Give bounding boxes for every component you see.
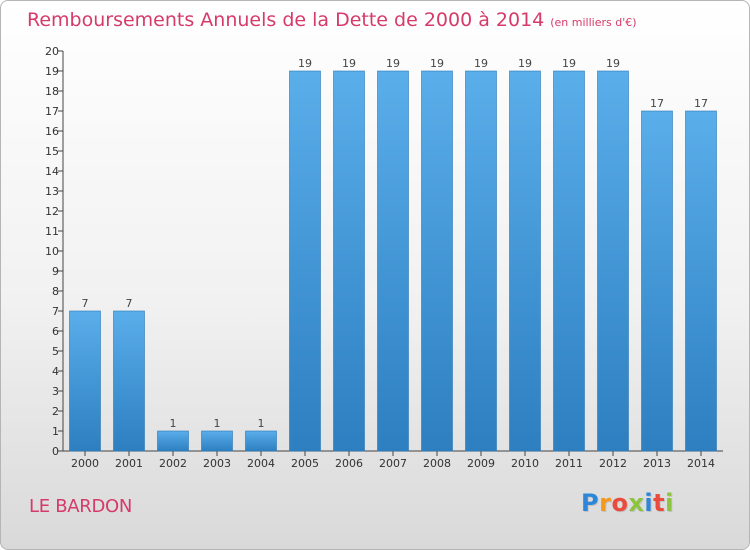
bar-2007 (377, 70, 409, 452)
data-labels: 7 7 1 1 1 19 19 19 19 19 19 19 19 17 17 (82, 57, 709, 430)
x-tick-label-2006: 2006 (335, 457, 363, 470)
data-label-2010: 19 (518, 57, 532, 70)
bar-2000 (69, 310, 101, 452)
y-tick-label: 9 (52, 265, 59, 278)
y-tick-label: 16 (45, 125, 59, 138)
y-tick-label: 4 (52, 365, 59, 378)
data-label-2009: 19 (474, 57, 488, 70)
y-tick-label: 18 (45, 85, 59, 98)
data-label-2006: 19 (342, 57, 356, 70)
x-tick-label-2012: 2012 (599, 457, 627, 470)
x-tick-label-2004: 2004 (247, 457, 275, 470)
data-label-2003: 1 (214, 417, 221, 430)
y-tick-label: 17 (45, 105, 59, 118)
logo-letter: r (599, 489, 612, 517)
y-tick-label: 13 (45, 185, 59, 198)
data-label-2011: 19 (562, 57, 576, 70)
y-tick-label: 1 (52, 425, 59, 438)
x-tick-label-2000: 2000 (71, 457, 99, 470)
x-tick-label-2009: 2009 (467, 457, 495, 470)
y-tick-label: 11 (45, 225, 59, 238)
data-label-2002: 1 (170, 417, 177, 430)
y-tick-label: 20 (45, 45, 59, 58)
chart-title: Remboursements Annuels de la Dette de 20… (27, 9, 637, 31)
logo-letter: i (644, 489, 654, 517)
bar-2005 (289, 70, 321, 452)
bar-2008 (421, 70, 453, 452)
data-label-2007: 19 (386, 57, 400, 70)
data-label-2012: 19 (606, 57, 620, 70)
data-label-2005: 19 (298, 57, 312, 70)
x-tick-label-2002: 2002 (159, 457, 187, 470)
bar-2002 (157, 430, 189, 452)
x-tick-label-2003: 2003 (203, 457, 231, 470)
bar-2004 (245, 430, 277, 452)
bar-2011 (553, 70, 585, 452)
data-label-2004: 1 (258, 417, 265, 430)
x-tick-label-2010: 2010 (511, 457, 539, 470)
data-label-2008: 19 (430, 57, 444, 70)
y-tick-label: 14 (45, 165, 59, 178)
proxiti-logo: Proxiti (581, 489, 674, 517)
chart-title-text: Remboursements Annuels de la Dette de 20… (27, 9, 545, 31)
bar-2006 (333, 70, 365, 452)
bar-2013 (641, 110, 673, 452)
x-tick-label-2011: 2011 (555, 457, 583, 470)
y-tick-label: 10 (45, 245, 59, 258)
bar-2009 (465, 70, 497, 452)
y-tick-label: 6 (52, 325, 59, 338)
x-axis: 2000 2001 2002 2003 2004 2005 2006 2007 2008 2009… (63, 450, 723, 470)
y-tick-label: 8 (52, 285, 59, 298)
x-tick-label-2013: 2013 (643, 457, 671, 470)
y-tick-label: 15 (45, 145, 59, 158)
y-tick-label: 0 (52, 445, 59, 458)
bar-2003 (201, 430, 233, 452)
bar-2012 (597, 70, 629, 452)
x-tick-label-2001: 2001 (115, 457, 143, 470)
y-tick-label: 7 (52, 305, 59, 318)
logo-letter: o (611, 489, 629, 517)
y-tick-label: 12 (45, 205, 59, 218)
y-tick-label: 5 (52, 345, 59, 358)
data-label-2001: 7 (126, 297, 133, 310)
bar-2001 (113, 310, 145, 452)
data-label-2013: 17 (650, 97, 664, 110)
x-tick-label-2005: 2005 (291, 457, 319, 470)
logo-letter: i (665, 489, 674, 517)
bars (69, 70, 717, 452)
chart-subtitle: (en milliers d'€) (550, 16, 637, 29)
data-label-2000: 7 (82, 297, 89, 310)
logo-letter: t (653, 489, 666, 517)
logo-letter: P (581, 489, 600, 517)
bar-2014 (685, 110, 717, 452)
y-tick-label: 19 (45, 65, 59, 78)
bar-2010 (509, 70, 541, 452)
y-tick-label: 3 (52, 385, 59, 398)
x-tick-label-2007: 2007 (379, 457, 407, 470)
x-tick-label-2014: 2014 (687, 457, 715, 470)
y-tick-label: 2 (52, 405, 59, 418)
x-tick-label-2008: 2008 (423, 457, 451, 470)
commune-name: LE BARDON (29, 496, 133, 517)
data-label-2014: 17 (694, 97, 708, 110)
logo-letter: x (628, 489, 645, 517)
